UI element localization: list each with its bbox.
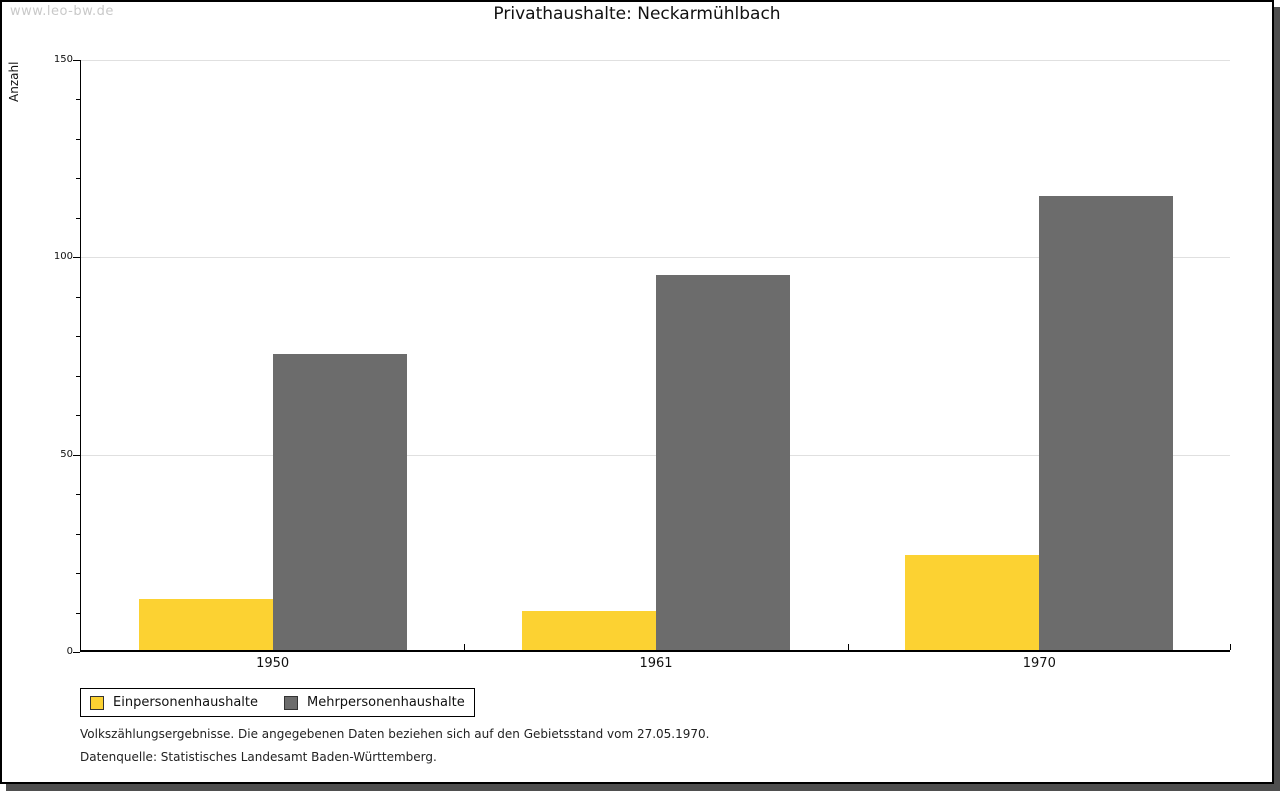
- y-tick-100: [73, 257, 80, 259]
- legend-item-mehrpersonenhaushalte: Mehrpersonenhaushalte: [284, 695, 465, 710]
- y-tick-140: [76, 99, 80, 101]
- x-axis-tick: [847, 644, 849, 650]
- y-tick-150: [73, 60, 80, 61]
- x-axis-label-1970: 1970: [1022, 656, 1056, 671]
- y-tick-30: [76, 533, 80, 535]
- y-tick-label-150: 150: [53, 54, 73, 65]
- x-axis-tick: [464, 644, 466, 650]
- bar-mehrpersonenhaushalte-1970: [1039, 196, 1174, 650]
- y-axis-title: Anzahl: [7, 61, 21, 102]
- footnote-source-note: Volkszählungsergebnisse. Die angegebenen…: [80, 727, 710, 741]
- y-tick-110: [76, 217, 80, 219]
- y-tick-label-0: 0: [66, 646, 73, 657]
- bar-einpersonenhaushalte-1970: [905, 555, 1040, 650]
- y-tick-label-50: 50: [60, 448, 73, 460]
- x-axis-label-1961: 1961: [639, 656, 673, 671]
- x-axis-end-tick: [1230, 644, 1231, 650]
- y-tick-60: [76, 415, 80, 417]
- y-tick-70: [76, 375, 80, 377]
- bar-mehrpersonenhaushalte-1961: [656, 275, 790, 650]
- y-tick-0: [73, 652, 80, 653]
- legend-label: Mehrpersonenhaushalte: [307, 695, 465, 710]
- gridline-100: [81, 257, 1230, 259]
- y-tick-130: [76, 138, 80, 140]
- footnote-data-source: Datenquelle: Statistisches Landesamt Bad…: [80, 750, 437, 764]
- legend: Einpersonenhaushalte Mehrpersonenhaushalt…: [80, 688, 475, 717]
- y-tick-50: [73, 454, 80, 456]
- watermark: www.leo-bw.de: [10, 4, 114, 19]
- x-axis-label-1950: 1950: [256, 656, 290, 671]
- legend-swatch-icon: [284, 695, 298, 710]
- gridline-50: [81, 454, 1230, 456]
- y-tick-40: [76, 494, 80, 496]
- legend-label: Einpersonenhaushalte: [113, 695, 258, 710]
- y-tick-90: [76, 296, 80, 298]
- y-tick-10: [76, 612, 80, 614]
- bar-einpersonenhaushalte-1961: [522, 610, 656, 650]
- bar-einpersonenhaushalte-1950: [138, 598, 273, 650]
- bar-mehrpersonenhaushalte-1950: [272, 354, 407, 650]
- gridline-150: [81, 60, 1230, 61]
- legend-swatch-icon: [90, 695, 104, 710]
- y-tick-120: [76, 178, 80, 180]
- legend-item-einpersonenhaushalte: Einpersonenhaushalte: [90, 695, 258, 710]
- y-tick-20: [76, 573, 80, 575]
- y-tick-label-100: 100: [53, 251, 73, 263]
- y-tick-80: [76, 336, 80, 338]
- plot-area: 0 50 100 150 1950 1961 1970: [54, 54, 1231, 671]
- chart-title: Privathaushalte: Neckarmühlbach: [493, 4, 781, 24]
